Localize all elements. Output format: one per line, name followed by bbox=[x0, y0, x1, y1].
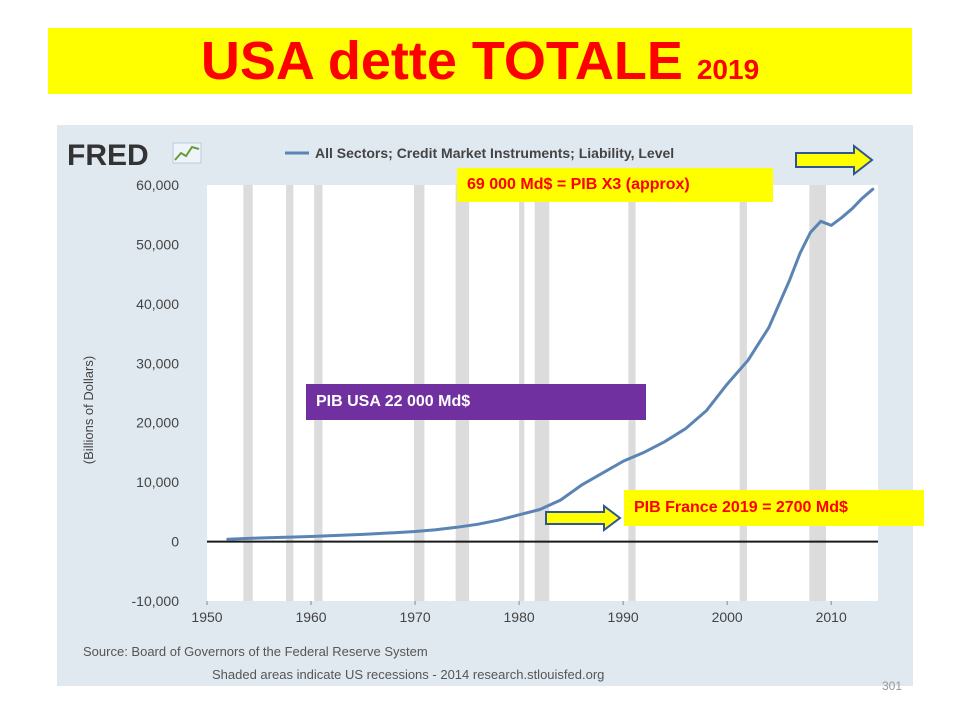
x-tick-label: 2010 bbox=[816, 609, 847, 625]
page-number: 301 bbox=[881, 679, 902, 693]
x-tick-label: 1990 bbox=[608, 609, 639, 625]
slide-year: 2019 bbox=[696, 54, 760, 85]
slide-title: USA dette TOTALE bbox=[200, 31, 683, 91]
x-axis-ticks: 1950 1960 1970 1980 1990 2000 2010 bbox=[191, 601, 847, 625]
x-tick-label: 1970 bbox=[399, 609, 430, 625]
y-axis-ticks: -10,000 0 10,000 20,000 30,000 40,000 50,000 60… bbox=[132, 177, 180, 609]
x-tick-label: 1950 bbox=[191, 609, 222, 625]
arrow-right-icon bbox=[795, 143, 874, 177]
france-gdp-text: PIB France 2019 = 2700 Md$ bbox=[634, 499, 848, 516]
y-tick-label: 40,000 bbox=[136, 296, 179, 312]
y-axis-title: (Billions of Dollars) bbox=[81, 356, 96, 464]
y-tick-label: 50,000 bbox=[136, 236, 179, 252]
x-tick-label: 1980 bbox=[504, 609, 535, 625]
y-tick-label: 10,000 bbox=[136, 474, 179, 490]
recession-band bbox=[286, 185, 294, 601]
y-tick-label: 20,000 bbox=[136, 415, 179, 431]
y-tick-label: 0 bbox=[171, 534, 179, 550]
recession-band bbox=[739, 185, 747, 601]
recession-band bbox=[809, 185, 826, 601]
x-tick-label: 1960 bbox=[295, 609, 326, 625]
y-tick-label: -10,000 bbox=[132, 593, 180, 609]
x-tick-label: 2000 bbox=[712, 609, 743, 625]
series-lines bbox=[226, 187, 875, 541]
recession-band bbox=[243, 185, 253, 601]
source-text: Source: Board of Governors of the Federa… bbox=[83, 644, 428, 659]
france-gdp-box: PIB France 2019 = 2700 Md$ bbox=[624, 490, 924, 526]
footnote-text: Shaded areas indicate US recessions - 20… bbox=[212, 667, 604, 682]
usa-gdp-text: PIB USA 22 000 Md$ bbox=[316, 393, 471, 410]
usa-gdp-box: PIB USA 22 000 Md$ bbox=[306, 384, 646, 420]
title-banner: USA dette TOTALE 2019 bbox=[48, 28, 912, 94]
callout-top: 69 000 Md$ = PIB X3 (approx) bbox=[457, 168, 773, 202]
fred-logo-graph-icon bbox=[172, 142, 202, 164]
y-tick-label: 30,000 bbox=[136, 355, 179, 371]
callout-top-text: 69 000 Md$ = PIB X3 (approx) bbox=[467, 176, 690, 193]
y-tick-label: 60,000 bbox=[136, 177, 179, 193]
fred-logo: FRED bbox=[67, 139, 149, 172]
arrow-right-icon bbox=[545, 504, 622, 532]
series-line bbox=[226, 187, 875, 541]
legend-label: All Sectors; Credit Market Instruments; … bbox=[315, 145, 674, 161]
